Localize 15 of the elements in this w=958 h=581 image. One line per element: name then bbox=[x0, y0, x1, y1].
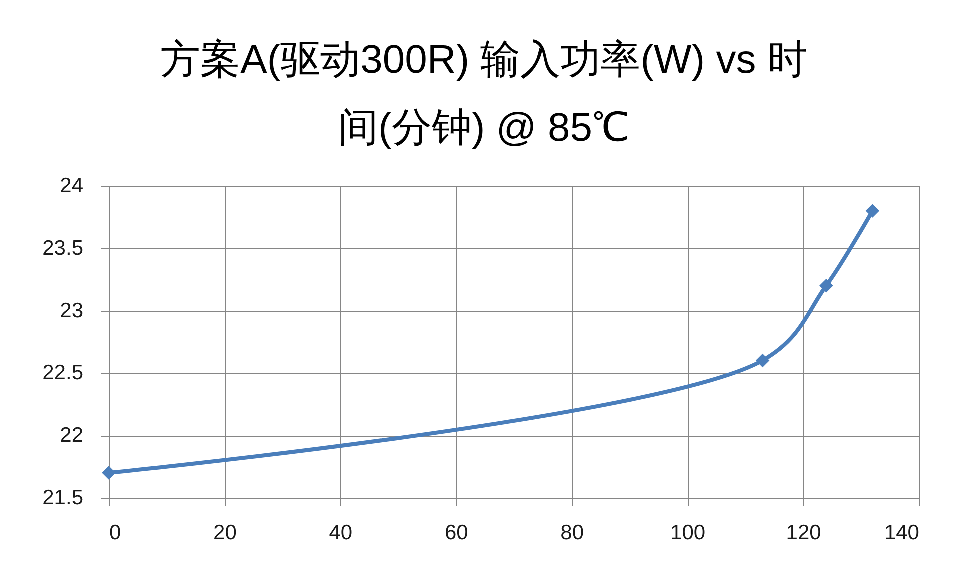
y-tick-label: 22 bbox=[60, 424, 84, 448]
x-tick-label: 60 bbox=[444, 522, 468, 544]
x-tick-label: 140 bbox=[884, 522, 920, 544]
x-tick-label: 20 bbox=[214, 522, 237, 544]
y-tick-label: 22.5 bbox=[42, 362, 84, 385]
x-tick-label: 100 bbox=[670, 522, 706, 544]
x-tick-label: 80 bbox=[560, 522, 584, 544]
y-tick-label: 23 bbox=[60, 299, 84, 322]
x-tick-label: 40 bbox=[329, 522, 353, 544]
y-tick-label: 23.5 bbox=[42, 236, 84, 260]
x-tick-label: 0 bbox=[110, 522, 122, 544]
y-tick-label: 21.5 bbox=[42, 486, 84, 510]
x-tick-label: 120 bbox=[786, 522, 822, 544]
chart-title: 方案A(驱动300R) 输入功率(W) vs 时间(分钟) @ 85℃ bbox=[160, 38, 808, 150]
y-tick-label: 24 bbox=[60, 174, 84, 198]
